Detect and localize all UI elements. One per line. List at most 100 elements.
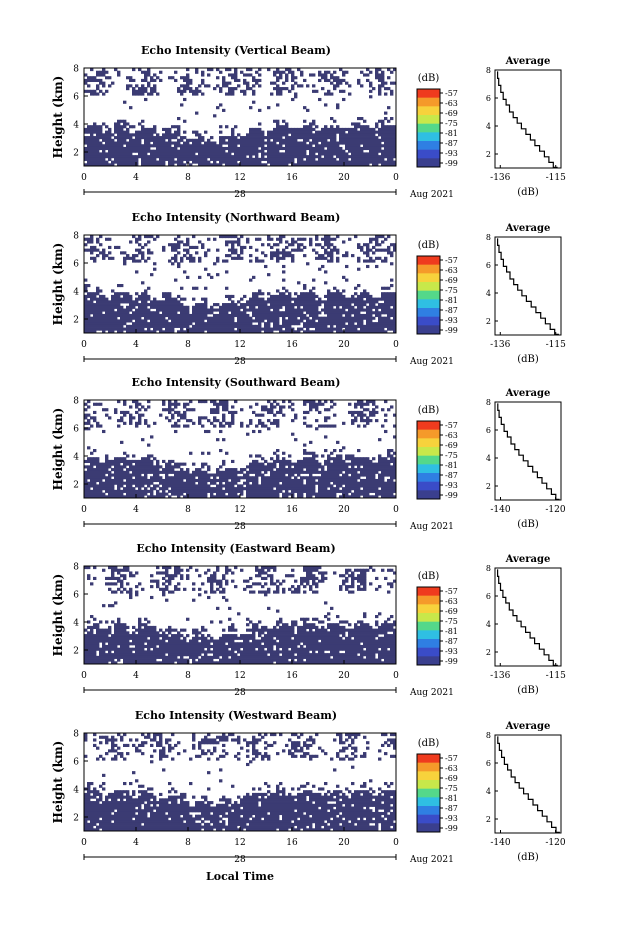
heatmap-cell [129,256,133,260]
heatmap-cell [138,492,142,496]
heatmap-cell [171,256,175,260]
heatmap-cell [333,144,337,148]
heatmap-cell [291,141,295,145]
heatmap-cell [369,487,373,491]
heatmap-cell [348,311,352,315]
heatmap-cell [375,305,379,309]
heatmap-cell [315,419,319,423]
heatmap-cell [159,163,163,167]
heatmap-cell [141,305,145,309]
heatmap-cell [171,424,175,428]
heatmap-cell [135,313,139,318]
heatmap-cell [273,157,277,161]
heatmap-cell [318,465,322,469]
heatmap-cell [261,144,265,148]
heatmap-cell [282,254,286,258]
heatmap-cell [357,130,361,134]
heatmap-cell [144,305,148,309]
heatmap-cell [309,313,313,318]
heatmap-cell [99,478,103,483]
heatmap-cell [366,419,370,423]
heatmap-cell [99,78,103,83]
heatmap-cell [360,470,364,474]
heatmap-cell [291,76,295,80]
heatmap-cell [165,473,169,477]
heatmap-cell [246,432,250,436]
heatmap-cell [321,489,325,493]
heatmap-cell [93,313,97,318]
heatmap-cell [111,308,115,312]
heatmap-cell [360,149,364,153]
heatmap-cell [120,478,124,483]
heatmap-cell [351,459,355,464]
heatmap-cell [330,478,334,483]
heatmap-cell [99,294,103,299]
heatmap-cell [357,297,361,301]
heatmap-cell [153,327,157,331]
heatmap-cell [300,462,304,466]
heatmap-cell [384,163,388,167]
heatmap-cell [168,127,172,132]
heatmap-cell [96,92,100,96]
heatmap-cell [339,313,343,318]
heatmap-cell [270,297,274,301]
heatmap-cell [156,160,160,164]
heatmap-cell [270,163,274,167]
heatmap-cell [291,473,295,477]
heatmap-cell [333,294,337,299]
heatmap-cell [147,297,151,301]
heatmap-cell [378,119,382,123]
heatmap-cell [165,327,169,331]
heatmap-cell [291,308,295,312]
heatmap-cell [345,152,349,156]
heatmap-cell [96,424,100,428]
heatmap-cell [99,484,103,488]
heatmap-cell [207,473,211,477]
heatmap-cell [279,311,283,315]
heatmap-cell [246,141,250,145]
heatmap-cell [207,489,211,493]
heatmap-cell [129,78,133,83]
heatmap-cell [330,141,334,145]
heatmap-cell [84,146,88,151]
heatmap-cell [297,149,301,153]
heatmap-cell [309,155,313,159]
heatmap-cell [270,155,274,159]
heatmap-cell [240,251,244,255]
heatmap-cell [345,313,349,318]
heatmap-cell [144,303,148,307]
heatmap-cell [375,300,379,304]
heatmap-cell [309,125,313,129]
heatmap-cell [282,324,286,328]
heatmap-cell [207,273,211,277]
heatmap-cell [333,316,337,320]
heatmap-cell [84,489,88,493]
heatmap-cell [363,481,367,485]
heatmap-cell [336,235,340,239]
heatmap-cell [231,305,235,309]
heatmap-cell [156,144,160,148]
heatmap-cell [243,327,247,331]
heatmap-cell [237,327,241,331]
heatmap-cell [276,459,280,464]
heatmap-cell [351,294,355,299]
heatmap-cell [84,155,88,159]
heatmap-cell [285,127,289,132]
heatmap-cell [114,130,118,134]
heatmap-cell [126,300,130,304]
heatmap-cell [132,470,136,474]
heatmap-cell [132,89,136,93]
heatmap-cell [99,327,103,331]
heatmap-cell [147,160,151,164]
heatmap-cell [108,136,112,140]
heatmap-cell [291,470,295,474]
heatmap-cell [225,481,229,485]
heatmap-cell [303,451,307,455]
heatmap-cell [234,313,238,318]
heatmap-cell [306,303,310,307]
heatmap-cell [321,256,325,260]
heatmap-cell [366,157,370,161]
heatmap-cell [120,251,124,255]
heatmap-cell [237,152,241,156]
heatmap-cell [192,259,196,263]
